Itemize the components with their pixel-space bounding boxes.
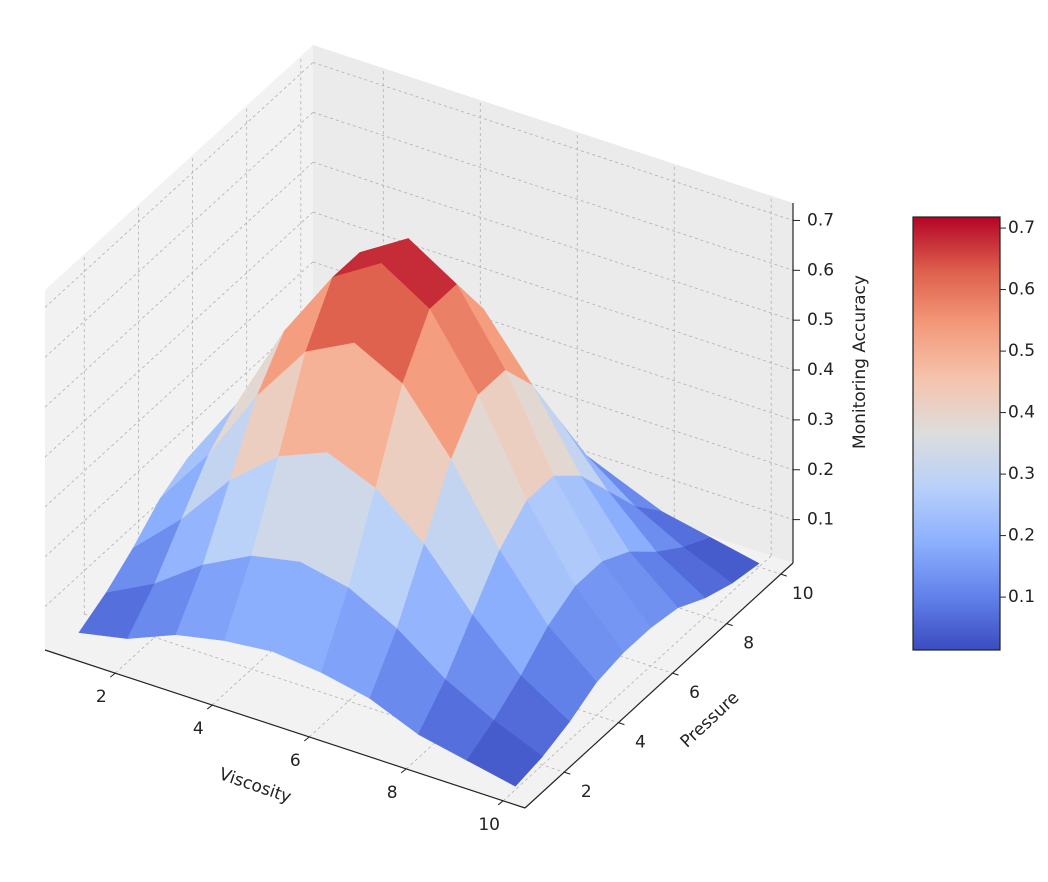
colorbar-tick-label: 0.5 [1008, 341, 1035, 361]
colorbar-tick-label: 0.2 [1008, 526, 1035, 546]
x-tick-label: 10 [478, 815, 500, 835]
grid-line [44, 62, 314, 308]
grid-line [44, 211, 314, 458]
colorbar-tick-label: 0.6 [1008, 280, 1035, 300]
axis-line [524, 562, 794, 809]
grid-line [44, 311, 314, 558]
x-tick-label: 4 [193, 719, 204, 739]
colorbar-tick-label: 0.1 [1008, 587, 1035, 607]
z-axis-label: Monitoring Accuracy [850, 275, 870, 449]
x-tick [206, 704, 213, 710]
grid-line [502, 555, 772, 802]
x-axis-label: Viscosity [216, 764, 293, 807]
y-tick [618, 722, 625, 726]
grid-line [312, 111, 794, 271]
colorbar-tick-label: 0.4 [1008, 403, 1035, 423]
y-tick [726, 623, 733, 627]
y-tick-label: 6 [689, 683, 700, 703]
y-tick-label: 2 [581, 782, 592, 802]
z-tick-label: 0.4 [807, 360, 834, 380]
x-tick-label: 8 [387, 783, 398, 803]
axis-line [44, 649, 526, 809]
z-tick-label: 0.5 [807, 310, 834, 330]
surface-cell [466, 720, 543, 787]
y-tick-label: 4 [635, 733, 646, 753]
grid-line [44, 261, 314, 508]
y-axis-label: Pressure [677, 688, 744, 752]
axes: 2 4 6 8 10 2 4 6 8 10 0.1 0.2 0.3 0.4 0.5 0.6 0.7 [44, 203, 834, 835]
colorbar-tick-label: 0.3 [1008, 464, 1035, 484]
y-tick [672, 672, 679, 676]
grid-line [312, 161, 794, 321]
grid-line [44, 112, 314, 358]
surface [78, 238, 760, 787]
x-tick-label: 2 [96, 687, 107, 707]
y-tick-label: 8 [743, 634, 754, 654]
z-tick-label: 0.1 [807, 510, 834, 530]
left-pane [45, 45, 313, 650]
z-tick-label: 0.3 [807, 410, 834, 430]
y-tick [564, 771, 571, 775]
z-tick-label: 0.6 [807, 260, 834, 280]
grid-line [312, 62, 794, 221]
y-tick-label: 10 [792, 584, 814, 604]
z-tick-label: 0.2 [807, 460, 834, 480]
x-tick-label: 6 [290, 751, 301, 771]
x-tick [497, 800, 504, 806]
grid-line [44, 161, 314, 408]
colorbar-tick-label: 0.7 [1008, 218, 1035, 238]
y-tick [780, 573, 787, 577]
x-tick [109, 672, 116, 678]
x-tick [303, 736, 310, 742]
z-tick-label: 0.7 [807, 210, 834, 230]
colorbar: 0.1 0.2 0.3 0.4 0.5 0.6 0.7 [912, 216, 1035, 651]
x-tick [400, 768, 407, 774]
grid-line [312, 211, 794, 371]
colorbar-scale [912, 216, 1001, 651]
